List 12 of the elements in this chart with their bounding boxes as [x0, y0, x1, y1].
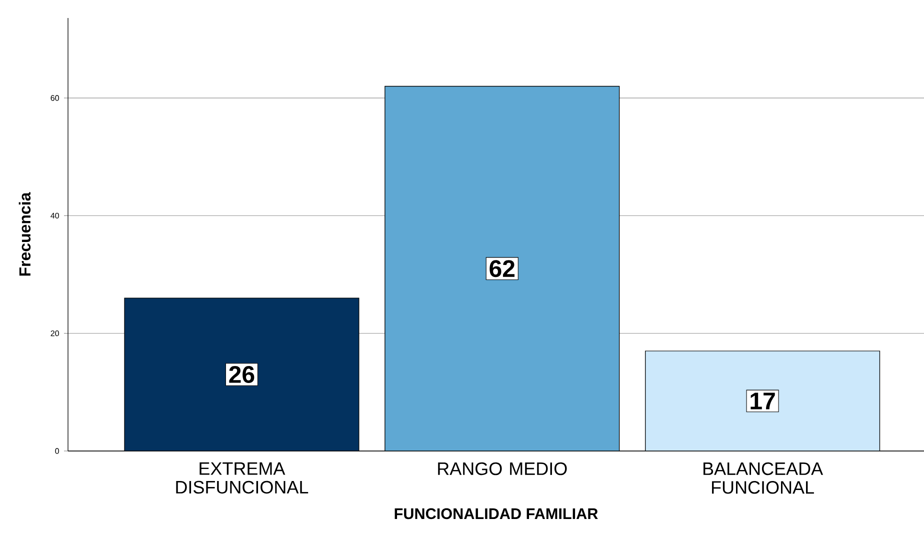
data-label: 62	[490, 260, 515, 278]
y-tick-label: 40	[50, 212, 59, 218]
x-tick-label: EXTREMA DISFUNCIONAL	[176, 462, 308, 494]
x-tick-label: BALANCEADA FUNCIONAL	[704, 462, 824, 494]
y-tick-label: 20	[50, 330, 59, 336]
data-label: 17	[750, 392, 775, 410]
y-axis-title: Frecuencia	[18, 192, 31, 276]
data-label: 26	[229, 366, 254, 383]
x-axis-title: FUNCIONALIDAD FAMILIAR	[394, 508, 598, 520]
y-tick-label: 0	[55, 448, 59, 454]
x-tick-label: RANGO MEDIO	[438, 462, 567, 476]
y-tick-label: 60	[50, 95, 59, 101]
